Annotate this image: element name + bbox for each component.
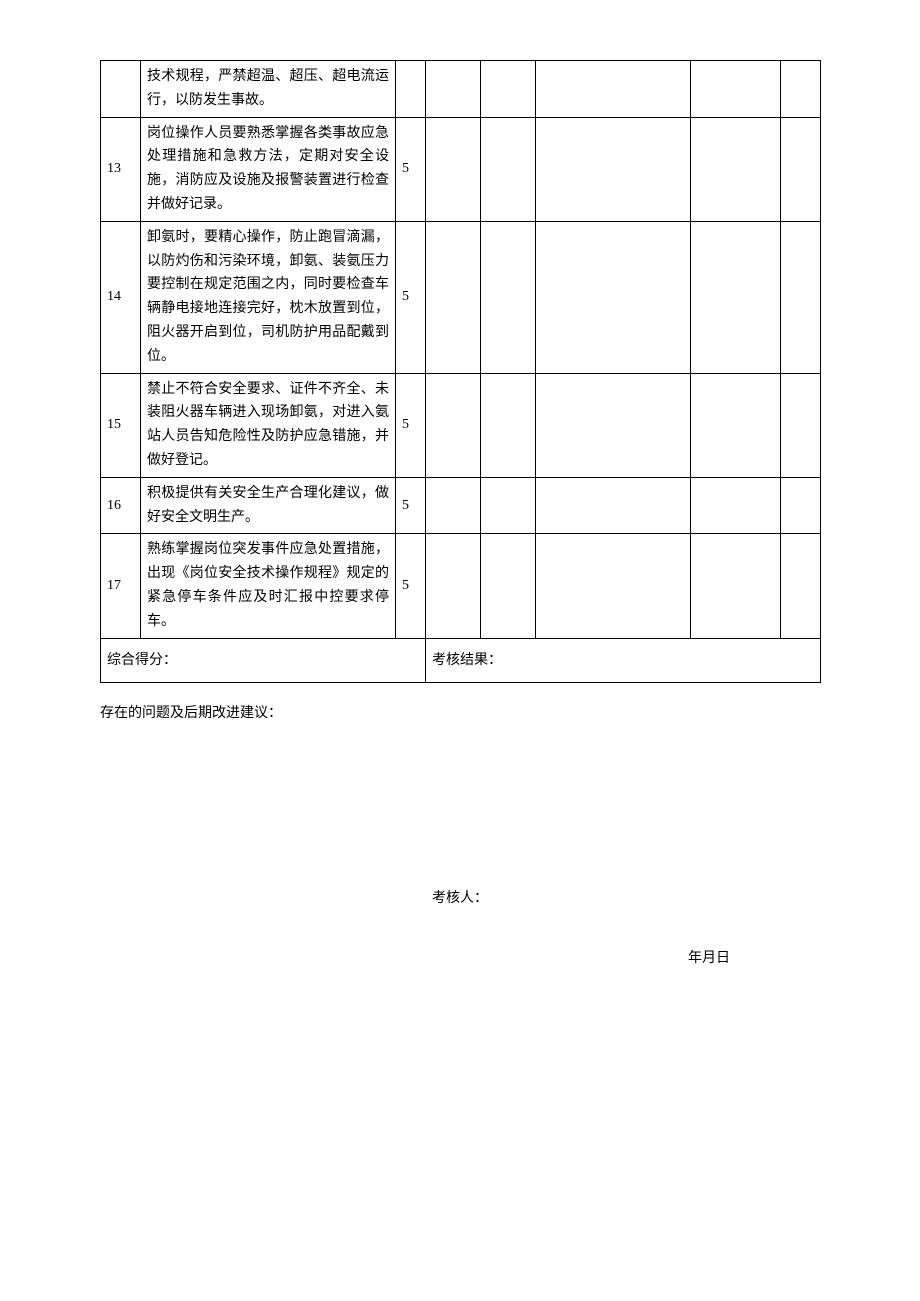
row-empty-5 xyxy=(781,373,821,477)
row-empty-4 xyxy=(691,373,781,477)
row-score: 5 xyxy=(396,373,426,477)
row-empty-5 xyxy=(781,477,821,534)
row-empty-2 xyxy=(481,61,536,118)
row-description: 岗位操作人员要熟悉掌握各类事故应急处理措施和急救方法，定期对安全设施，消防应及设… xyxy=(141,117,396,221)
examiner-label: 考核人： xyxy=(100,887,820,907)
row-empty-3 xyxy=(536,61,691,118)
summary-row: 综合得分：考核结果： xyxy=(101,638,821,683)
row-empty-2 xyxy=(481,221,536,373)
row-empty-1 xyxy=(426,477,481,534)
row-description: 禁止不符合安全要求、证件不齐全、未装阻火器车辆进入现场卸氨，对进入氨站人员告知危… xyxy=(141,373,396,477)
row-empty-4 xyxy=(691,117,781,221)
row-number: 13 xyxy=(101,117,141,221)
table-row: 15禁止不符合安全要求、证件不齐全、未装阻火器车辆进入现场卸氨，对进入氨站人员告… xyxy=(101,373,821,477)
row-empty-2 xyxy=(481,534,536,638)
row-empty-5 xyxy=(781,117,821,221)
row-number: 16 xyxy=(101,477,141,534)
row-description: 卸氨时，要精心操作，防止跑冒滴漏，以防灼伤和污染环境，卸氨、装氨压力要控制在规定… xyxy=(141,221,396,373)
row-score: 5 xyxy=(396,534,426,638)
row-score: 5 xyxy=(396,477,426,534)
table-row: 14卸氨时，要精心操作，防止跑冒滴漏，以防灼伤和污染环境，卸氨、装氨压力要控制在… xyxy=(101,221,821,373)
row-number: 14 xyxy=(101,221,141,373)
row-description: 熟练掌握岗位突发事件应急处置措施，出现《岗位安全技术操作规程》规定的紧急停车条件… xyxy=(141,534,396,638)
row-empty-5 xyxy=(781,61,821,118)
row-empty-1 xyxy=(426,117,481,221)
date-label: 年月日 xyxy=(100,947,820,967)
table-row: 13岗位操作人员要熟悉掌握各类事故应急处理措施和急救方法，定期对安全设施，消防应… xyxy=(101,117,821,221)
row-description: 技术规程，严禁超温、超压、超电流运行，以防发生事故。 xyxy=(141,61,396,118)
row-empty-3 xyxy=(536,477,691,534)
total-score-label: 综合得分： xyxy=(101,638,426,683)
table-row: 16积极提供有关安全生产合理化建议，做好安全文明生产。5 xyxy=(101,477,821,534)
row-empty-2 xyxy=(481,477,536,534)
result-label: 考核结果： xyxy=(426,638,821,683)
table-row: 技术规程，严禁超温、超压、超电流运行，以防发生事故。 xyxy=(101,61,821,118)
row-empty-4 xyxy=(691,477,781,534)
row-empty-5 xyxy=(781,221,821,373)
row-number: 15 xyxy=(101,373,141,477)
row-number: 17 xyxy=(101,534,141,638)
row-empty-1 xyxy=(426,373,481,477)
row-empty-4 xyxy=(691,534,781,638)
row-empty-3 xyxy=(536,221,691,373)
row-score: 5 xyxy=(396,221,426,373)
row-empty-3 xyxy=(536,117,691,221)
row-empty-3 xyxy=(536,373,691,477)
problems-section-label: 存在的问题及后期改进建议： xyxy=(100,701,820,726)
table-row: 17熟练掌握岗位突发事件应急处置措施，出现《岗位安全技术操作规程》规定的紧急停车… xyxy=(101,534,821,638)
row-empty-5 xyxy=(781,534,821,638)
row-empty-1 xyxy=(426,61,481,118)
row-empty-3 xyxy=(536,534,691,638)
row-empty-4 xyxy=(691,61,781,118)
row-empty-2 xyxy=(481,117,536,221)
row-empty-2 xyxy=(481,373,536,477)
row-empty-1 xyxy=(426,534,481,638)
row-score: 5 xyxy=(396,117,426,221)
row-number xyxy=(101,61,141,118)
row-score xyxy=(396,61,426,118)
assessment-table: 技术规程，严禁超温、超压、超电流运行，以防发生事故。13岗位操作人员要熟悉掌握各… xyxy=(100,60,821,683)
row-description: 积极提供有关安全生产合理化建议，做好安全文明生产。 xyxy=(141,477,396,534)
row-empty-4 xyxy=(691,221,781,373)
row-empty-1 xyxy=(426,221,481,373)
